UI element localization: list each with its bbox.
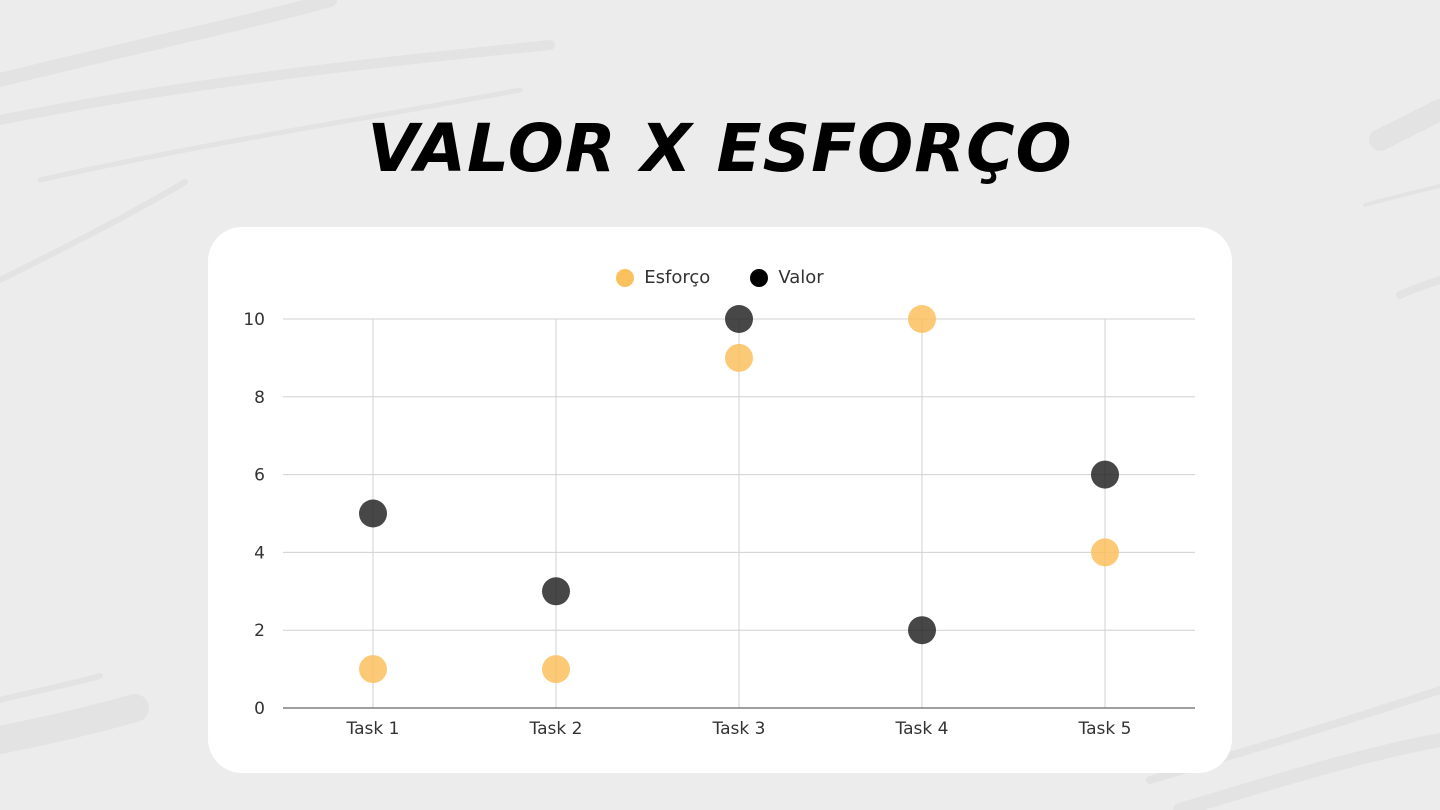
x-tick-label: Task 4 [895,719,949,739]
data-point-valor [542,577,570,606]
data-point-valor [359,499,387,528]
y-tick-label: 8 [254,388,265,408]
x-tick-label: Task 5 [1078,719,1132,739]
legend-swatch-valor [750,268,769,287]
scatter-chart: 0 2 4 6 8 10 Task 1 Task 2 Task 3 Task 4 Task 5 [243,305,1195,739]
y-tick-label: 6 [254,466,265,486]
x-tick-label: Task 2 [529,719,583,739]
data-point-valor [908,616,936,645]
y-tick-label: 2 [254,621,265,641]
y-tick-label: 0 [254,699,265,719]
y-tick-label: 4 [254,543,265,563]
data-point-esforco [1091,538,1119,567]
data-point-valor [1091,460,1119,489]
data-point-valor [725,305,753,333]
legend-item-esforco[interactable]: Esforço [616,267,710,288]
data-point-esforco [725,343,753,372]
x-tick-label: Task 1 [346,719,400,739]
data-point-esforco [908,305,936,333]
legend-swatch-esforco [616,268,635,287]
legend-item-valor[interactable]: Valor [750,267,824,288]
data-point-esforco [359,655,387,684]
x-tick-label: Task 3 [712,719,766,739]
y-tick-label: 10 [243,310,265,330]
chart-card: Esforço Valor 0 2 4 6 8 10 Task 1 Task 2 Task 3 T… [208,227,1232,773]
chart-legend: Esforço Valor [208,267,1232,288]
data-point-esforco [542,655,570,684]
legend-label-valor: Valor [778,267,824,288]
legend-label-esforco: Esforço [644,267,711,288]
page-title: VALOR X ESFORÇO [367,110,1073,187]
